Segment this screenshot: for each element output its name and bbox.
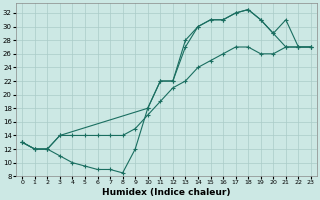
X-axis label: Humidex (Indice chaleur): Humidex (Indice chaleur): [102, 188, 231, 197]
